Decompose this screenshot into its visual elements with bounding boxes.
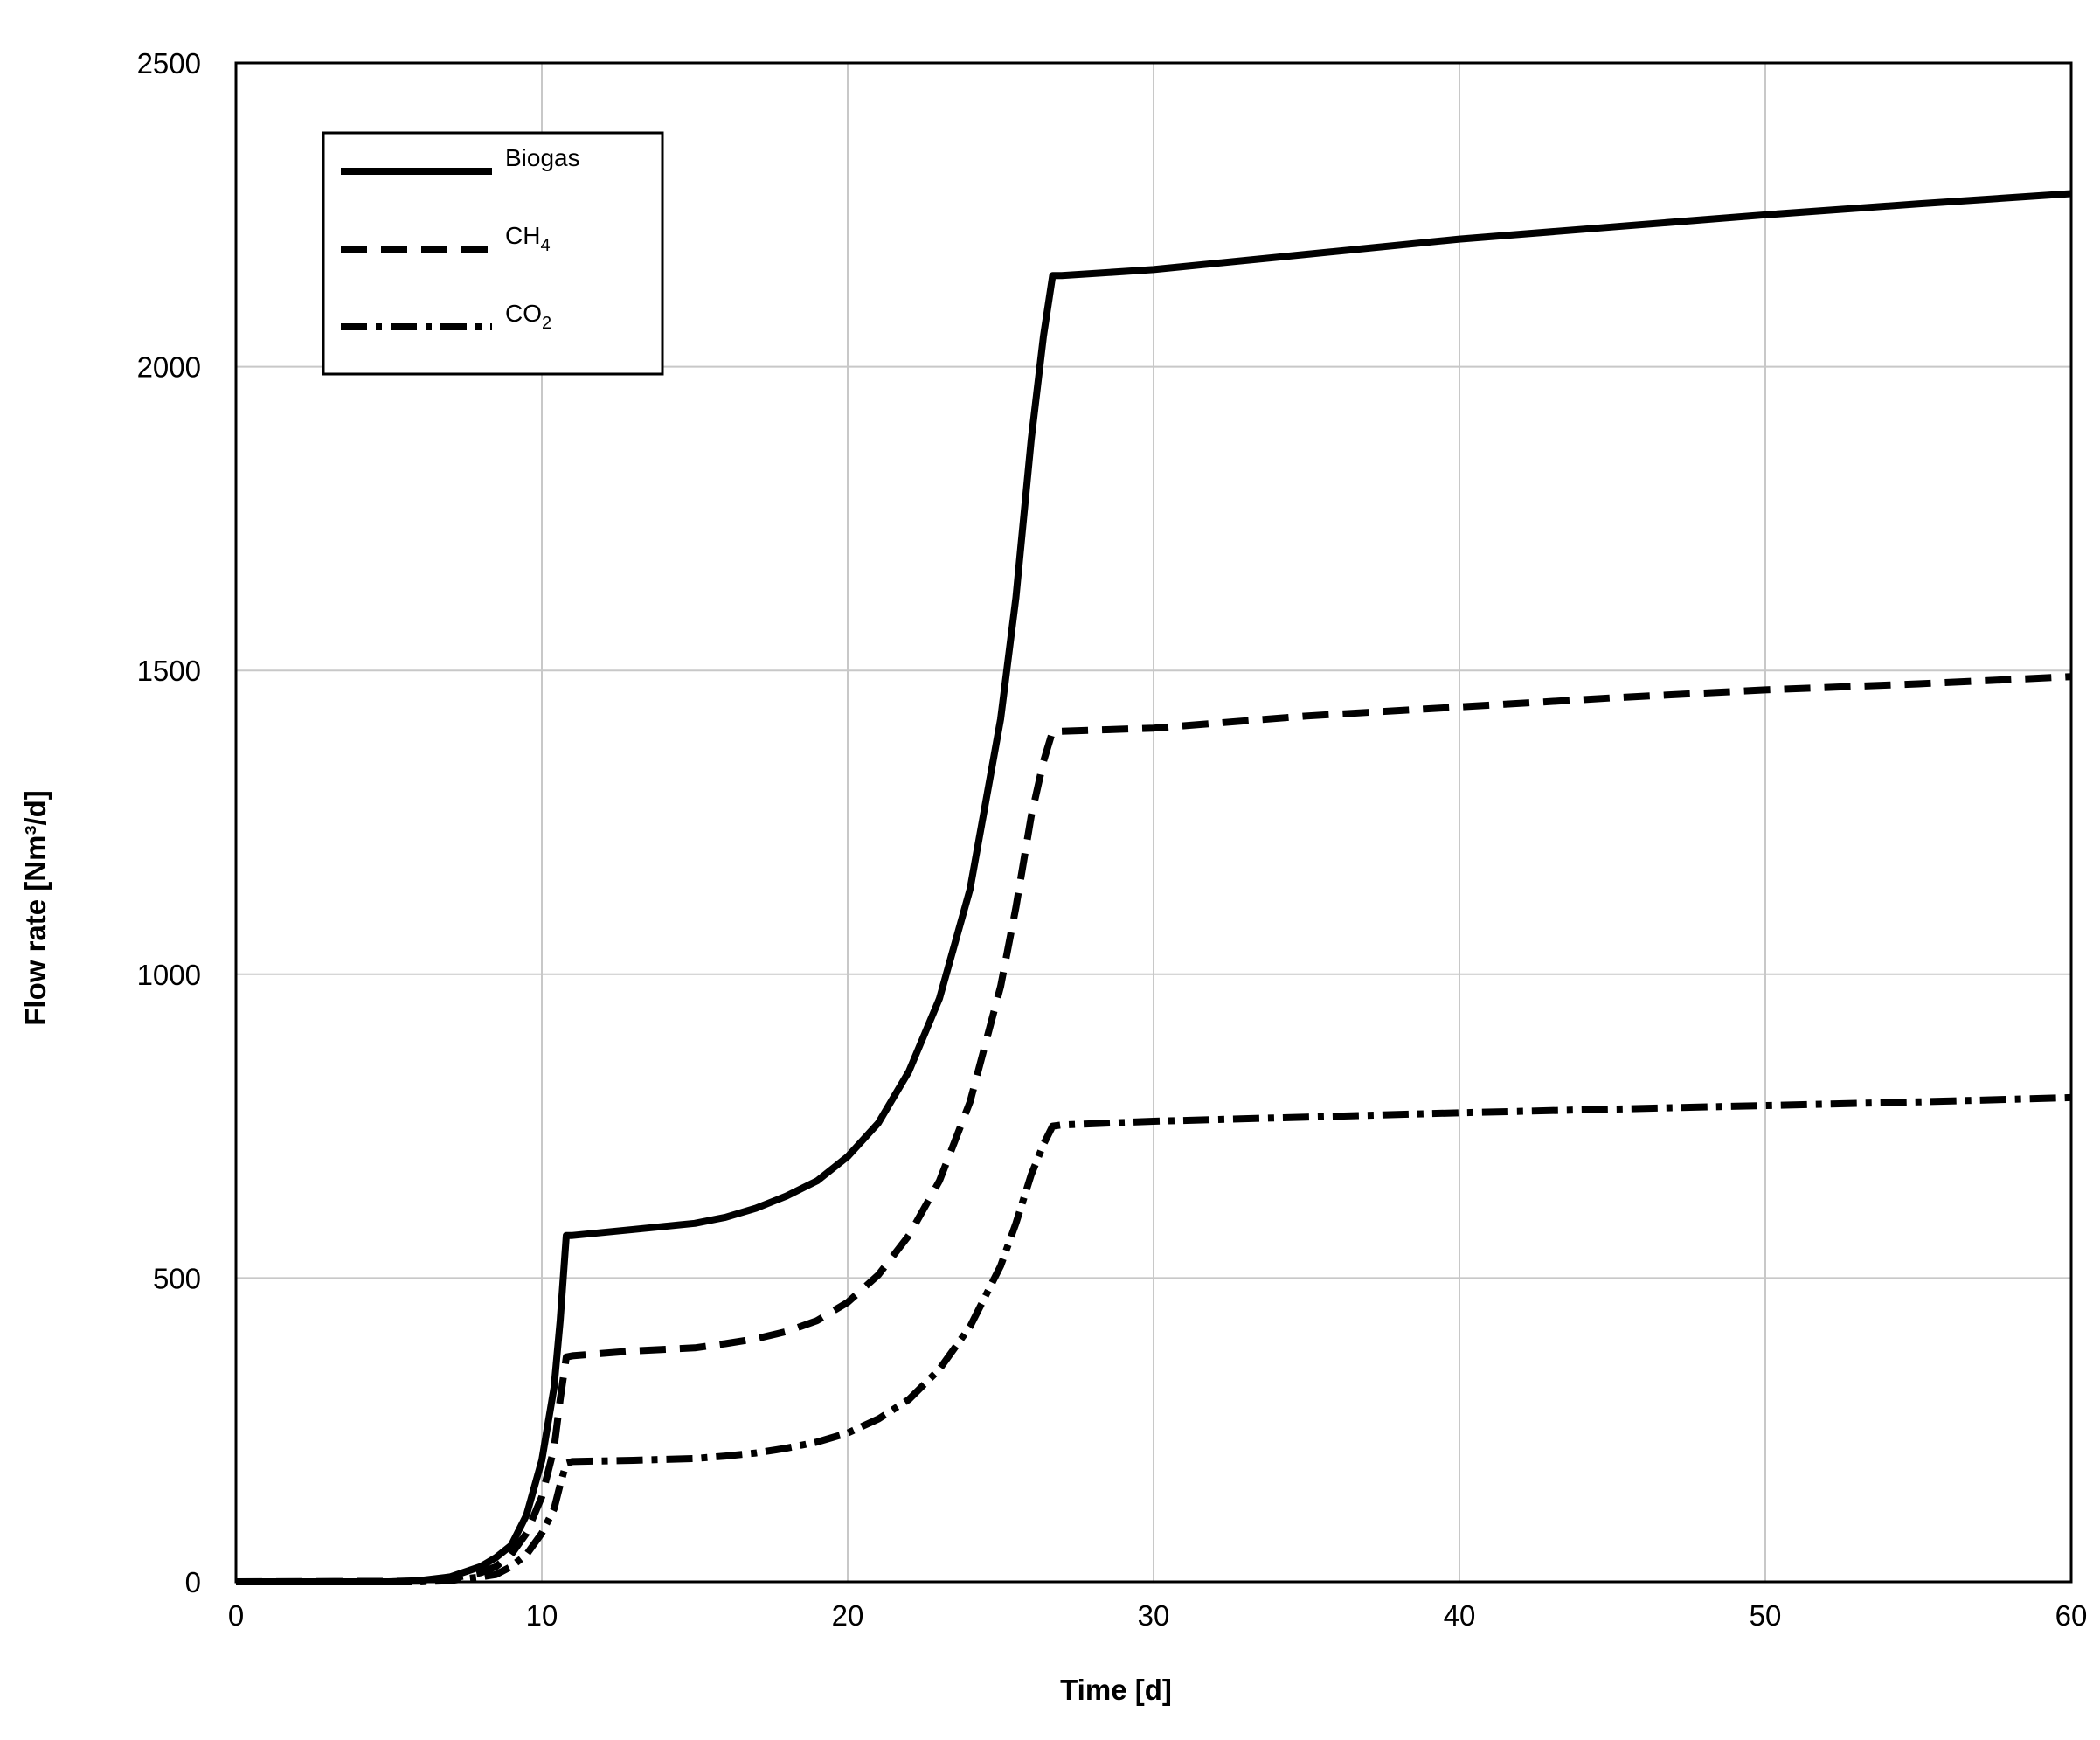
x-tick-label: 10 [526, 1599, 558, 1632]
series-line-ch4 [235, 673, 2072, 1585]
x-tick-label: 50 [1750, 1599, 1782, 1632]
legend: Biogas CH4 CO2 [322, 131, 664, 376]
legend-items: Biogas CH4 CO2 [341, 144, 580, 333]
y-tick-label: 500 [153, 1262, 201, 1294]
y-tick-label: 2500 [137, 47, 201, 80]
y-axis-title: Flow rate [Nm³/d] [19, 790, 52, 1026]
x-tick-label: 60 [2055, 1599, 2088, 1632]
x-tick-label: 30 [1138, 1599, 1170, 1632]
y-tick-label: 0 [185, 1566, 201, 1598]
x-axis-title: Time [d] [1060, 1674, 1172, 1706]
x-tick-label: 0 [228, 1599, 244, 1632]
plot-frame [234, 61, 2073, 1584]
plot-series [235, 190, 2072, 1585]
legend-label-co2: CO2 [505, 300, 551, 333]
x-tick-label: 40 [1444, 1599, 1476, 1632]
grid [236, 63, 2071, 1582]
y-tick-label: 1000 [137, 959, 201, 991]
y-tick-label: 2000 [137, 351, 201, 384]
tick-labels: 0 10 20 30 40 50 60 0 500 1000 1500 2000 2500 [137, 47, 2088, 1632]
legend-label-biogas: Biogas [505, 144, 580, 171]
series-line-co2 [236, 1093, 2072, 1585]
series-line-biogas [236, 190, 2072, 1585]
x-tick-label: 20 [832, 1599, 864, 1632]
legend-label-ch4: CH4 [505, 222, 551, 255]
y-tick-label: 1500 [137, 655, 201, 687]
